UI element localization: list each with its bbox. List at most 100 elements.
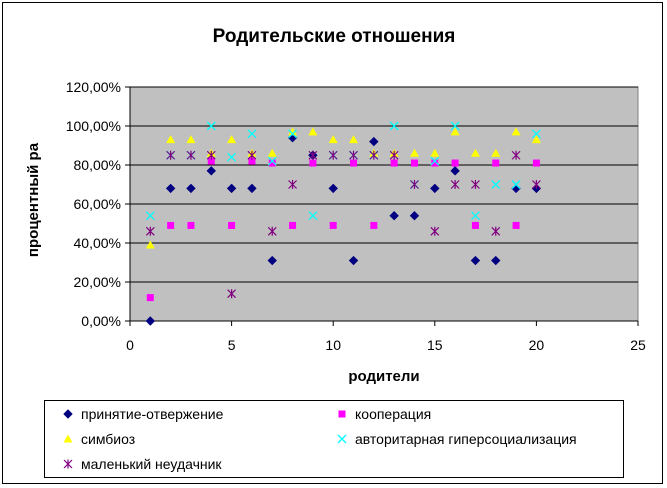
- chart-title: Родительские отношения: [213, 26, 456, 47]
- series-5-points: [145, 150, 541, 299]
- x-tick-label: 0: [126, 337, 134, 353]
- data-point: [166, 150, 176, 160]
- data-point: [370, 221, 378, 229]
- data-point: [165, 183, 176, 194]
- data-point: [491, 255, 501, 266]
- data-point: [288, 127, 298, 136]
- data-point: [247, 183, 257, 194]
- data-point: [430, 226, 440, 236]
- data-point: [267, 148, 277, 157]
- legend-item-1: принятие-отвержение: [59, 404, 223, 424]
- data-point: [349, 150, 358, 160]
- legend-item-2: кооперация: [333, 404, 431, 424]
- data-point: [431, 159, 439, 167]
- legend-marker-x-icon: [337, 434, 347, 444]
- data-point: [227, 135, 237, 144]
- data-point: [430, 156, 440, 166]
- axes: [129, 87, 639, 326]
- x-tick-label: 25: [630, 337, 646, 353]
- data-point: [450, 121, 460, 131]
- y-tick-label: 20,00%: [74, 274, 121, 290]
- data-point: [227, 152, 237, 162]
- data-point: [511, 150, 521, 160]
- data-point: [166, 135, 176, 144]
- y-tick-label: 0,00%: [81, 313, 121, 329]
- data-point: [145, 226, 155, 236]
- series-2-points: [146, 157, 540, 302]
- data-point: [206, 121, 216, 131]
- data-point: [350, 159, 358, 167]
- data-point: [267, 255, 277, 266]
- data-point: [389, 121, 399, 131]
- data-point: [227, 289, 237, 299]
- data-point: [145, 240, 155, 249]
- legend-item-5: маленький неудачник: [59, 454, 222, 474]
- data-point: [491, 180, 501, 189]
- data-point: [491, 226, 501, 236]
- data-point: [470, 255, 481, 266]
- data-point: [409, 148, 419, 157]
- y-tick-labels: 0,00% 20,00% 40,00% 60,00% 80,00% 100,00% 120,…: [66, 79, 121, 329]
- legend-label: маленький неудачник: [81, 456, 222, 472]
- data-point: [247, 129, 257, 139]
- data-point: [328, 183, 338, 194]
- data-point: [206, 166, 216, 176]
- series-4-points: [145, 121, 541, 221]
- data-point: [268, 159, 276, 167]
- legend-marker: [63, 459, 73, 469]
- data-point: [206, 150, 216, 160]
- data-point: [247, 150, 257, 160]
- y-tick-label: 120,00%: [66, 79, 121, 95]
- data-point: [329, 221, 337, 229]
- y-tick-label: 40,00%: [74, 235, 121, 251]
- y-tick-label: 60,00%: [74, 196, 121, 212]
- data-point: [186, 183, 196, 194]
- legend-label: авторитарная гиперсоциализация: [355, 431, 577, 447]
- series-1-points: [145, 132, 542, 326]
- data-point: [492, 159, 500, 167]
- data-point: [328, 150, 338, 160]
- data-point: [146, 294, 154, 302]
- data-point: [186, 150, 196, 160]
- data-point: [409, 210, 420, 221]
- data-point: [491, 148, 501, 157]
- y-tick-label: 100,00%: [66, 118, 121, 134]
- data-point: [470, 148, 480, 157]
- data-point: [308, 127, 318, 136]
- data-point: [267, 156, 277, 166]
- data-point: [145, 316, 156, 326]
- data-point: [389, 210, 399, 221]
- data-point: [228, 221, 236, 229]
- x-tick-label: 20: [529, 337, 545, 353]
- data-point: [450, 180, 460, 189]
- data-point: [308, 211, 318, 221]
- data-point: [309, 159, 317, 167]
- data-point: [451, 159, 459, 167]
- data-point: [430, 183, 440, 194]
- data-point: [187, 221, 195, 229]
- legend-marker-diamond-icon: [63, 409, 73, 419]
- data-point: [328, 135, 338, 144]
- data-point: [410, 180, 419, 189]
- data-point: [389, 150, 399, 160]
- legend-marker: [63, 409, 73, 419]
- legend-label: принятие-отвержение: [81, 406, 224, 422]
- data-point: [186, 135, 196, 144]
- data-point: [288, 129, 298, 139]
- x-tick-label: 15: [427, 337, 443, 353]
- legend-marker: [338, 410, 346, 418]
- data-point: [207, 157, 215, 165]
- legend-label: симбиоз: [81, 431, 136, 447]
- data-point: [289, 221, 297, 229]
- legend-item-3: симбиоз: [59, 429, 135, 449]
- data-point: [308, 150, 318, 160]
- data-point: [511, 127, 521, 136]
- data-point: [471, 180, 480, 189]
- data-point: [145, 211, 155, 221]
- legend-marker-triangle-icon: [63, 434, 73, 443]
- x-tick-labels: 0 5 10 15 20 25: [126, 337, 646, 353]
- x-axis-title: родители: [348, 368, 419, 385]
- data-point: [532, 159, 540, 167]
- data-point: [288, 180, 297, 189]
